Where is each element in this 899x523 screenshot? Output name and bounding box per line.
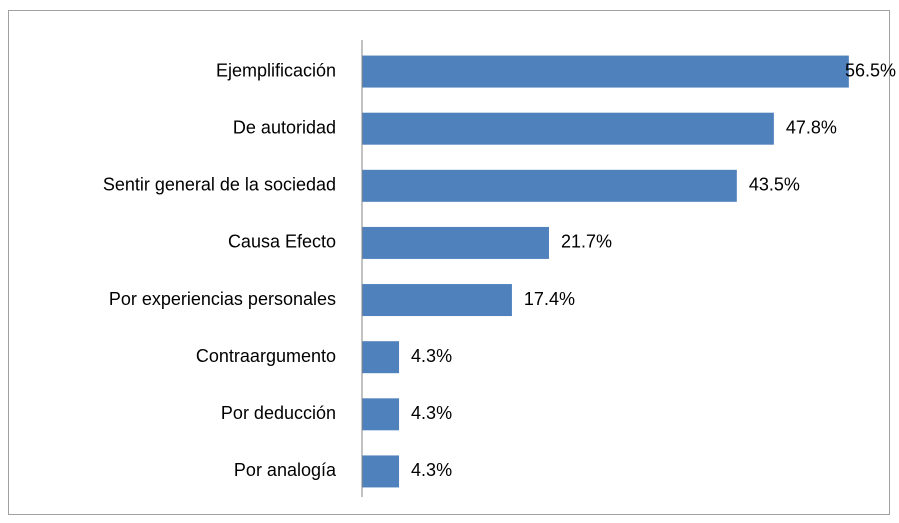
bar bbox=[362, 112, 774, 145]
bar bbox=[362, 226, 549, 259]
y-tick-label: Por experiencias personales bbox=[109, 289, 336, 309]
bar bbox=[362, 455, 400, 488]
bar bbox=[362, 398, 400, 431]
data-label: 43.5% bbox=[749, 175, 800, 195]
y-tick-label: Sentir general de la sociedad bbox=[103, 175, 336, 195]
data-label: 56.5% bbox=[845, 60, 896, 80]
bar bbox=[362, 341, 400, 374]
y-tick-label: Contraargumento bbox=[196, 346, 336, 366]
bar bbox=[362, 284, 512, 317]
y-tick-label: Ejemplificación bbox=[216, 60, 336, 80]
chart-border bbox=[8, 10, 890, 515]
y-tick-label: De autoridad bbox=[233, 117, 336, 137]
y-tick-label: Por deducción bbox=[221, 403, 336, 423]
data-label: 4.3% bbox=[411, 346, 452, 366]
data-label: 4.3% bbox=[411, 460, 452, 480]
bar bbox=[362, 169, 737, 202]
data-label: 17.4% bbox=[524, 289, 575, 309]
data-label: 47.8% bbox=[786, 117, 837, 137]
y-tick-label: Por analogía bbox=[234, 460, 337, 480]
data-label: 4.3% bbox=[411, 403, 452, 423]
bar bbox=[362, 55, 849, 88]
data-label: 21.7% bbox=[561, 232, 612, 252]
y-tick-label: Causa Efecto bbox=[228, 232, 336, 252]
